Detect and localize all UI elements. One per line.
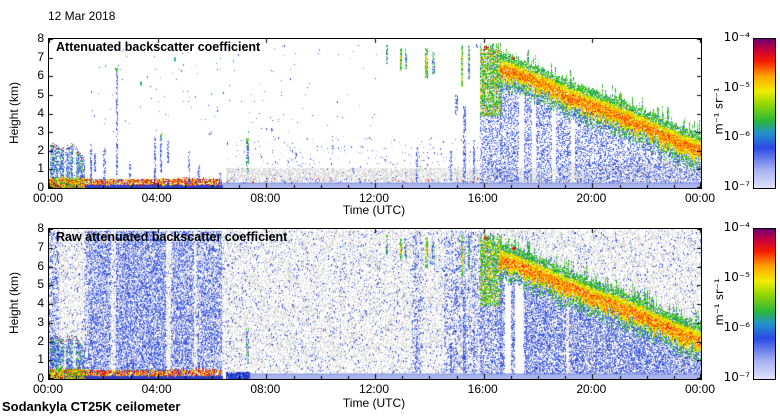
panel-title-attenuated: Attenuated backscatter coefficient: [56, 40, 261, 54]
y-tick-label: 6: [37, 258, 44, 273]
plot-area-attenuated: Attenuated backscatter coefficient: [48, 38, 702, 189]
y-tick-label: 0: [37, 180, 44, 194]
instrument-label: Sodankyla CT25K ceilometer: [2, 399, 181, 414]
x-tick-label: 04:00: [141, 382, 172, 396]
x-tick-label: 20:00: [576, 191, 607, 205]
colorbar-tick-label: 10⁻⁶: [723, 320, 750, 334]
plot-area-raw: Raw attenuated backscatter coefficient: [48, 228, 702, 380]
colorbar-bottom: [753, 228, 776, 380]
colorbar-ticks-top: 10⁻⁴ 10⁻⁵ 10⁻⁶ 10⁻⁷: [708, 30, 750, 193]
x-tick-label: 00:00: [32, 191, 64, 205]
date-label: 12 Mar 2018: [48, 9, 116, 23]
y-tick-label: 5: [37, 86, 44, 101]
y-tick-label: 1: [37, 161, 44, 176]
heatmap-canvas-attenuated: [49, 39, 701, 188]
colorbar-top: [753, 38, 776, 189]
y-tick-label: 2: [37, 142, 44, 157]
heatmap-canvas-raw: [49, 229, 701, 379]
colorbar-unit-bottom: m⁻¹ sr⁻¹: [712, 278, 726, 326]
colorbar-tick-label: 10⁻⁷: [723, 370, 750, 384]
y-axis-title-top: Height (km): [7, 82, 21, 145]
colorbar-tick-label: 10⁻⁴: [723, 220, 750, 234]
x-tick-label: 12:00: [358, 382, 390, 396]
y-tick-label: 7: [37, 49, 44, 64]
y-tick-label: 2: [37, 333, 44, 348]
colorbar-unit-top: m⁻¹ sr⁻¹: [711, 87, 726, 135]
colorbar-tick-label: 10⁻⁶: [723, 129, 750, 144]
x-tick-label: 16:00: [467, 191, 498, 205]
y-tick-label: 8: [37, 221, 44, 235]
y-tick-label: 6: [37, 68, 44, 83]
y-axis-ticks-bottom: 0 1 2 3 4 5 6 7 8: [26, 221, 44, 385]
colorbar-tick-label: 10⁻⁴: [723, 30, 750, 44]
x-tick-label: 04:00: [141, 191, 172, 205]
y-tick-label: 4: [37, 296, 44, 310]
panel-title-raw: Raw attenuated backscatter coefficient: [56, 230, 288, 244]
x-axis-title-bottom: Time (UTC): [342, 396, 406, 410]
x-tick-label: 08:00: [250, 191, 281, 205]
x-tick-label: 16:00: [467, 382, 498, 396]
x-tick-label: 20:00: [576, 382, 607, 396]
x-axis-title-top: Time (UTC): [342, 203, 406, 217]
y-axis-ticks-top: 0 1 2 3 4 5 6 7 8: [26, 31, 44, 194]
x-axis-ticks-bottom: 00:00 04:00 08:00 12:00 16:00 20:00 00:00: [33, 382, 715, 396]
y-axis-title-bottom: Height (km): [7, 272, 21, 335]
y-tick-label: 8: [37, 31, 44, 45]
colorbar-tick-label: 10⁻⁷: [723, 179, 750, 193]
x-tick-label: 00:00: [684, 382, 716, 396]
y-tick-label: 0: [37, 371, 44, 385]
colorbar-tick-label: 10⁻⁵: [723, 269, 750, 284]
y-tick-label: 7: [37, 239, 44, 254]
colorbar-tick-label: 10⁻⁵: [723, 79, 750, 94]
x-tick-label: 12:00: [358, 191, 390, 205]
y-tick-label: 5: [37, 277, 44, 292]
x-axis-ticks-top: 00:00 04:00 08:00 12:00 16:00 20:00 00:00: [33, 191, 715, 205]
x-tick-label: 08:00: [250, 382, 281, 396]
x-tick-label: 00:00: [32, 382, 64, 396]
y-tick-label: 3: [37, 124, 44, 139]
x-tick-label: 00:00: [684, 191, 716, 205]
y-tick-label: 1: [37, 352, 44, 367]
y-tick-label: 4: [37, 105, 44, 120]
y-tick-label: 3: [37, 314, 44, 329]
colorbar-ticks-bottom: 10⁻⁴ 10⁻⁵ 10⁻⁶ 10⁻⁷: [708, 220, 750, 384]
